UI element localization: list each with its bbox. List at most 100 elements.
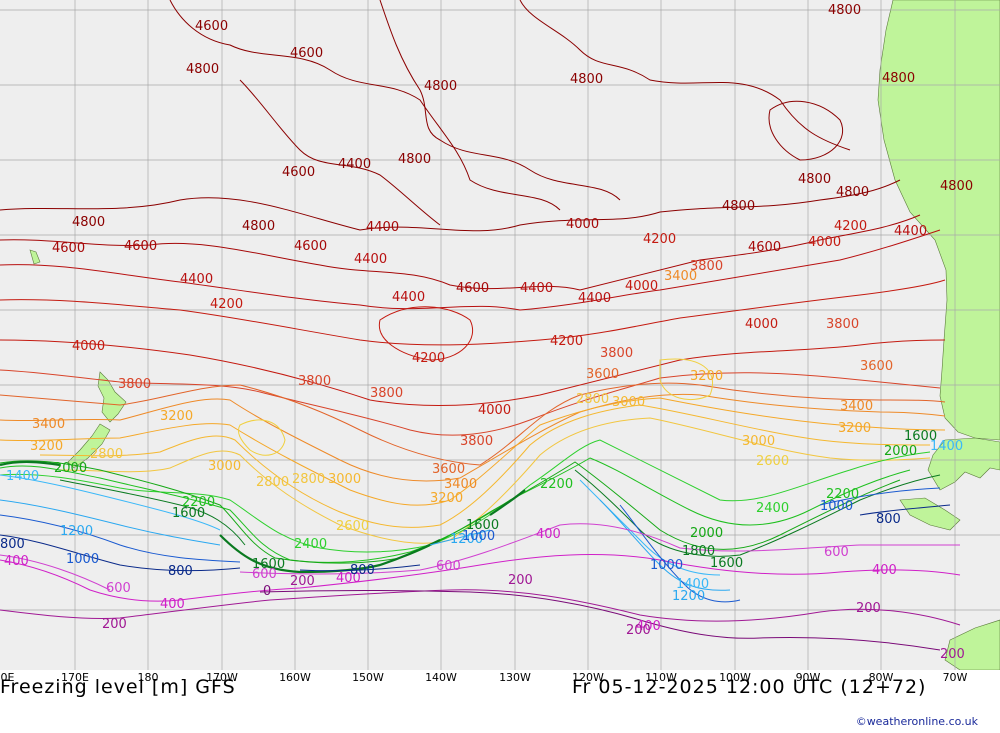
patagonia-islands	[927, 437, 1000, 491]
longitude-label: 70W	[942, 671, 968, 684]
contour-label: 4400	[520, 281, 553, 296]
contour-label: 3400	[840, 399, 873, 414]
longitude-label: 180	[137, 671, 159, 684]
lat-lon-grid	[0, 0, 1000, 670]
contour-4000-loop	[378, 306, 473, 361]
contour-label: 2800	[292, 472, 325, 487]
contour-4200	[0, 279, 946, 346]
contour-label: 1800	[682, 544, 715, 559]
contour-label: 1200	[450, 532, 483, 547]
contour-label: 2600	[756, 454, 789, 469]
contour-label: 200	[940, 647, 965, 662]
longitude-label: 60E	[0, 671, 15, 684]
contour-label: 4200	[834, 219, 867, 234]
contour-label: 200	[856, 601, 881, 616]
contour-2000	[0, 460, 901, 564]
contour-label: 4000	[72, 339, 105, 354]
contour-1600	[59, 469, 941, 557]
contour-label: 400	[160, 597, 185, 612]
contour-3200	[0, 397, 946, 506]
contour-label: 4800	[242, 219, 275, 234]
contour-label: 4600	[290, 46, 323, 61]
contour-label: 4000	[745, 317, 778, 332]
contour-0	[259, 590, 941, 651]
contour-label: 4800	[882, 71, 915, 86]
contour-label: 3600	[586, 367, 619, 382]
contour-label: 3200	[690, 369, 723, 384]
contour-label: 4200	[643, 232, 676, 247]
credit-link[interactable]: ©weatheronline.co.uk	[855, 715, 978, 728]
contour-label: 1000	[820, 499, 853, 514]
longitude-label: 160W	[279, 671, 311, 684]
contour-label: 4600	[195, 19, 228, 34]
contour-label: 4400	[392, 290, 425, 305]
contour-label: 4600	[282, 165, 315, 180]
contour-label: 400	[636, 619, 661, 634]
contour-label: 4000	[808, 235, 841, 250]
contour-label: 4600	[456, 281, 489, 296]
contour-label: 4200	[550, 334, 583, 349]
contour-label: 4400	[354, 252, 387, 267]
contour-label: 3800	[600, 346, 633, 361]
longitude-label: 170W	[206, 671, 238, 684]
contour-2800	[59, 417, 931, 544]
contour-label: 4800	[398, 152, 431, 167]
contour-label: 2400	[294, 537, 327, 552]
longitude-label: 90W	[795, 671, 821, 684]
contour-label: 4800	[940, 179, 973, 194]
contour-label: 2000	[884, 444, 917, 459]
contour-label: 3400	[444, 477, 477, 492]
contour-label: 800	[876, 512, 901, 527]
contour-label: 200	[290, 574, 315, 589]
contour-label: 2800	[576, 392, 609, 407]
contour-label: 3400	[664, 269, 697, 284]
contour-2400	[0, 439, 931, 553]
contour-label: 200	[626, 623, 651, 638]
contour-3400	[0, 393, 946, 482]
contour-label: 1000	[66, 552, 99, 567]
contour-label: 4800	[72, 215, 105, 230]
contour-4800-wiggle-c	[519, 0, 851, 151]
longitude-label: 170E	[61, 671, 89, 684]
contour-2600-loop-b	[659, 358, 713, 401]
contour-label: 1600	[710, 556, 743, 571]
contour-label: 2000	[54, 461, 87, 476]
longitude-label: 140W	[425, 671, 457, 684]
contour-label: 4400	[578, 291, 611, 306]
contour-400	[0, 554, 961, 602]
contour-label: 800	[0, 537, 25, 552]
contour-4400	[0, 229, 941, 311]
contour-label: 800	[168, 564, 193, 579]
contour-lines	[0, 0, 961, 651]
contour-label: 3600	[432, 462, 465, 477]
contour-label: 4400	[180, 272, 213, 287]
contour-label: 0	[263, 584, 271, 599]
contour-label: 4800	[798, 172, 831, 187]
contour-label: 1600	[904, 429, 937, 444]
contour-label: 3800	[370, 386, 403, 401]
contour-4800-loop	[768, 100, 843, 161]
contour-label: 4600	[748, 240, 781, 255]
contour-label: 3600	[860, 359, 893, 374]
contour-label: 3000	[742, 434, 775, 449]
contour-label: 4600	[294, 239, 327, 254]
contour-label: 200	[102, 617, 127, 632]
contour-label: 3800	[826, 317, 859, 332]
contour-label: 2800	[90, 447, 123, 462]
contour-label: 3200	[160, 409, 193, 424]
contour-3800	[0, 369, 941, 436]
contour-4800-wiggle-a	[169, 0, 561, 211]
contour-label: 2000	[690, 526, 723, 541]
contour-600	[0, 523, 960, 591]
contour-label: 1000	[462, 529, 495, 544]
contour-label: 3800	[298, 374, 331, 389]
contour-800	[0, 504, 951, 572]
contour-2600-loop	[237, 419, 286, 456]
contour-label: 4200	[412, 351, 445, 366]
longitude-label: 80W	[868, 671, 894, 684]
contour-label: 800	[350, 563, 375, 578]
longitude-label: 110W	[645, 671, 677, 684]
contour-label: 3000	[612, 395, 645, 410]
contour-label: 400	[4, 554, 29, 569]
